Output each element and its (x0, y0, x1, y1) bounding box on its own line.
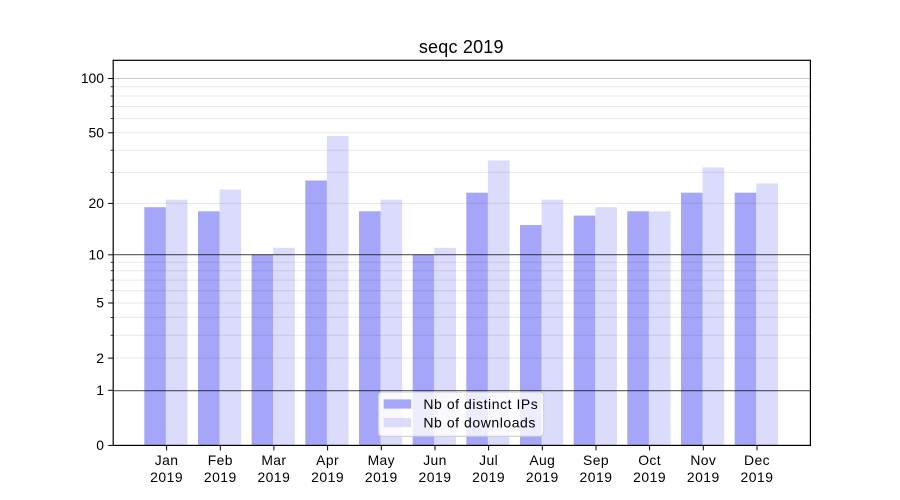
svg-text:2019: 2019 (687, 469, 720, 485)
svg-text:Nov: Nov (690, 452, 716, 468)
svg-text:2019: 2019 (526, 469, 559, 485)
svg-text:0: 0 (96, 437, 104, 453)
svg-text:Mar: Mar (261, 452, 286, 468)
svg-text:2019: 2019 (150, 469, 183, 485)
svg-text:2019: 2019 (257, 469, 290, 485)
svg-text:Sep: Sep (583, 452, 609, 468)
svg-text:May: May (368, 452, 395, 468)
svg-text:10: 10 (89, 247, 105, 263)
svg-text:Apr: Apr (316, 452, 339, 468)
svg-text:2019: 2019 (741, 469, 774, 485)
svg-text:Jul: Jul (479, 452, 498, 468)
svg-text:Oct: Oct (638, 452, 661, 468)
svg-text:Feb: Feb (208, 452, 233, 468)
svg-text:Aug: Aug (529, 452, 555, 468)
svg-text:seqc 2019: seqc 2019 (419, 37, 504, 57)
svg-text:2: 2 (96, 350, 104, 366)
svg-text:2019: 2019 (580, 469, 613, 485)
svg-text:20: 20 (89, 195, 105, 211)
svg-text:2019: 2019 (204, 469, 237, 485)
svg-text:2019: 2019 (365, 469, 398, 485)
svg-text:Jan: Jan (155, 452, 179, 468)
svg-text:Jun: Jun (423, 452, 447, 468)
svg-text:2019: 2019 (472, 469, 505, 485)
svg-text:2019: 2019 (311, 469, 344, 485)
svg-text:Dec: Dec (744, 452, 770, 468)
svg-text:Nb of distinct IPs: Nb of distinct IPs (423, 396, 538, 412)
svg-text:Nb of downloads: Nb of downloads (423, 414, 536, 430)
svg-text:100: 100 (81, 70, 104, 86)
svg-text:2019: 2019 (419, 469, 452, 485)
svg-text:50: 50 (89, 125, 105, 141)
svg-text:2019: 2019 (633, 469, 666, 485)
svg-text:5: 5 (96, 295, 104, 311)
svg-text:1: 1 (96, 382, 104, 398)
